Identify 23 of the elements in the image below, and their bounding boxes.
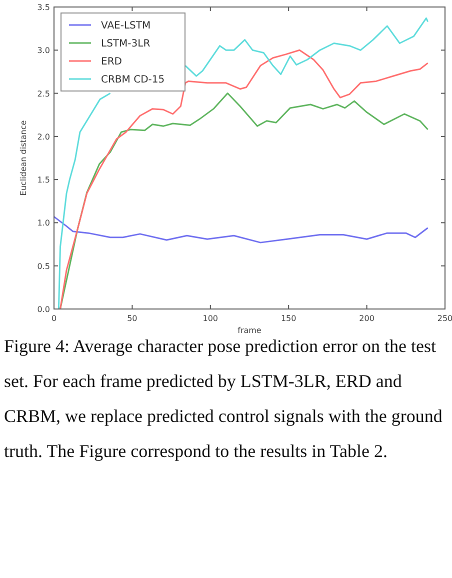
legend-label: LSTM-3LR xyxy=(101,38,150,50)
legend-label: CRBM CD-15 xyxy=(101,74,165,86)
legend-label: ERD xyxy=(101,56,122,68)
caption: Figure 4: Average character pose prediction error on the test set. For each frame predicted by LSTM-3LR, ERD and CRBM, we replace predicted control signals with the ground truth. The Figure correspond to the results in Table 2. xyxy=(4,336,442,461)
x-tick-label: 50 xyxy=(127,314,138,323)
y-tick-label: 2.0 xyxy=(37,132,50,142)
line-series xyxy=(53,216,429,244)
x-tick-label: 100 xyxy=(202,314,218,323)
x-tick-label: 200 xyxy=(359,314,374,323)
x-tick-label: 0 xyxy=(51,314,57,323)
y-tick-label: 3.5 xyxy=(37,3,50,12)
y-tick-label: 0.5 xyxy=(37,262,50,271)
line-series xyxy=(60,92,429,310)
y-tick-label: 1.5 xyxy=(37,176,50,185)
y-tick-label: 3.0 xyxy=(37,46,50,56)
y-tick-label: 0.0 xyxy=(37,305,50,314)
x-tick-label: 250 xyxy=(437,314,452,323)
y-tick-label: 2.5 xyxy=(37,89,50,98)
legend-label: VAE-LSTM xyxy=(101,20,151,32)
y-tick-label: 1.0 xyxy=(37,218,50,228)
x-axis-title: frame xyxy=(238,326,262,335)
x-tick-label: 150 xyxy=(280,314,296,323)
y-axis-title: Euclidean distance xyxy=(19,120,28,196)
